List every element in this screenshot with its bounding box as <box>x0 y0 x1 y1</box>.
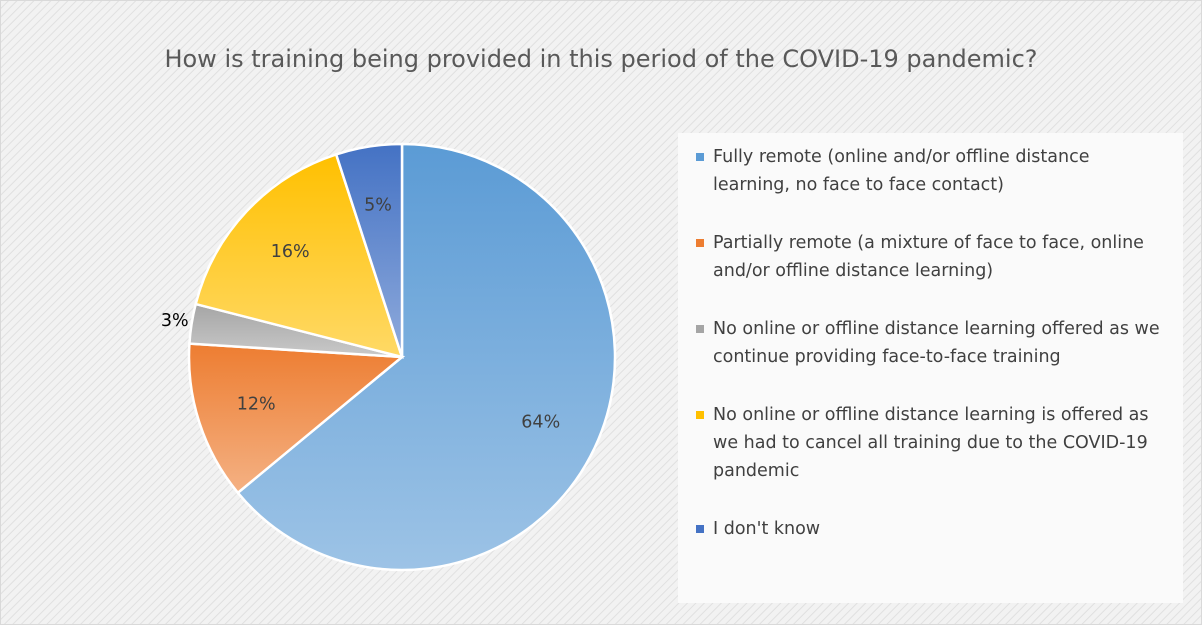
legend-swatch <box>696 525 704 533</box>
data-label: 5% <box>364 196 392 216</box>
legend-swatch <box>696 325 704 333</box>
legend-label: No online or offline distance learning o… <box>713 319 1160 367</box>
pie-slice <box>236 142 617 572</box>
legend-item: No online or offline distance learning i… <box>688 401 1169 485</box>
legend-item: No online or offline distance learning o… <box>688 315 1169 371</box>
pie-slice <box>194 152 404 359</box>
legend-item: Partially remote (a mixture of face to f… <box>688 229 1169 285</box>
legend-label: No online or offline distance learning i… <box>713 405 1149 481</box>
data-label: 12% <box>237 394 276 414</box>
data-label: 3% <box>161 311 189 331</box>
legend-item: I don't know <box>688 515 1169 543</box>
data-label: 64% <box>521 412 560 432</box>
legend-label: Fully remote (online and/or offline dist… <box>713 147 1090 195</box>
legend-swatch <box>696 239 704 247</box>
pie-slice <box>187 342 406 495</box>
legend-label: Partially remote (a mixture of face to f… <box>713 233 1144 281</box>
legend: Fully remote (online and/or offline dist… <box>678 133 1183 603</box>
legend-swatch <box>696 153 704 161</box>
pie-slice <box>334 142 404 358</box>
legend-item: Fully remote (online and/or offline dist… <box>688 143 1169 199</box>
legend-label: I don't know <box>713 519 821 539</box>
legend-swatch <box>696 411 704 419</box>
chart-title: How is training being provided in this p… <box>164 45 1037 73</box>
data-label: 16% <box>271 242 310 262</box>
